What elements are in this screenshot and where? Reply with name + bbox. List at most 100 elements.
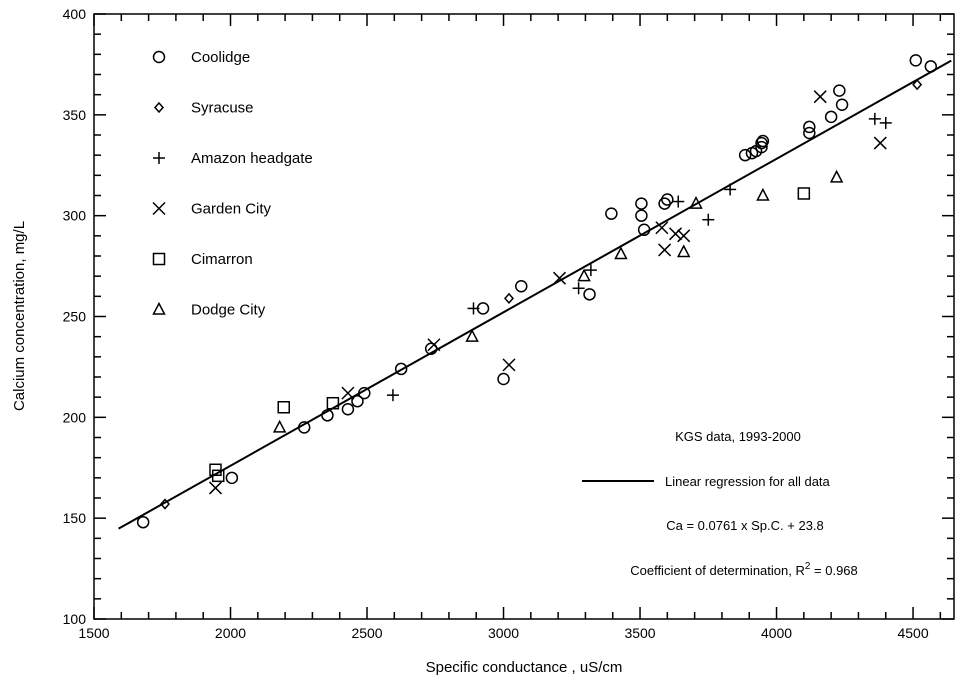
point-dodge-city <box>465 329 479 342</box>
point-dodge-city <box>829 169 844 183</box>
point-garden-city <box>341 386 355 400</box>
point-amazon-headgate <box>724 183 737 196</box>
point-coolidge <box>824 110 838 124</box>
source-note: KGS data, 1993-2000 <box>675 429 801 444</box>
point-garden-city <box>677 229 691 243</box>
legend-label-cimarron: Cimarron <box>191 251 253 268</box>
point-syracuse <box>912 78 923 91</box>
legend-marker-garden-city <box>152 201 166 216</box>
point-coolidge <box>635 209 648 222</box>
point-dodge-city <box>689 195 703 209</box>
point-dodge-city <box>577 268 591 282</box>
legend-label-coolidge: Coolidge <box>191 49 250 66</box>
point-dodge-city <box>614 246 628 260</box>
legend-marker-syracuse <box>153 101 165 114</box>
point-garden-city <box>552 271 567 285</box>
regression-line <box>118 59 952 530</box>
y-tick-label: 150 <box>63 510 87 526</box>
point-syracuse <box>159 498 170 510</box>
point-coolidge <box>351 394 364 408</box>
point-amazon-headgate <box>879 116 892 129</box>
x-tick-label: 1500 <box>78 625 109 641</box>
point-garden-city <box>813 90 827 104</box>
r2-exponent: 2 <box>805 561 811 572</box>
point-coolidge <box>424 342 438 356</box>
point-coolidge <box>515 280 528 293</box>
point-coolidge <box>755 136 768 150</box>
x-axis-title: Specific conductance , uS/cm <box>426 659 623 676</box>
legend-label-syracuse: Syracuse <box>191 100 254 117</box>
point-dodge-city <box>676 244 691 258</box>
point-cimarron <box>797 187 811 200</box>
point-coolidge <box>803 126 816 140</box>
point-coolidge <box>583 288 596 301</box>
y-axis-title: Calcium concentration, mg/L <box>11 221 28 411</box>
point-coolidge <box>605 207 618 220</box>
point-garden-city <box>658 243 672 257</box>
r-squared-note: Coefficient of determination, R2 = 0.968 <box>630 561 858 578</box>
legend-marker-dodge-city <box>152 301 166 315</box>
legend-label-dodge-city: Dodge City <box>191 302 266 319</box>
r2-prefix: Coefficient of determination, R <box>630 563 805 578</box>
point-amazon-headgate <box>702 213 715 226</box>
point-coolidge <box>835 98 849 111</box>
y-tick-label: 250 <box>63 309 87 325</box>
point-coolidge <box>297 421 311 434</box>
point-syracuse <box>503 292 514 304</box>
data-points <box>136 54 938 529</box>
point-cimarron <box>277 401 290 414</box>
point-amazon-headgate <box>672 195 685 208</box>
point-coolidge <box>755 140 768 154</box>
y-tick-label: 300 <box>63 208 87 224</box>
legend-marker-coolidge <box>152 50 166 64</box>
legend-marker-amazon-headgate <box>153 152 165 164</box>
y-tick-label: 400 <box>63 6 87 22</box>
point-coolidge <box>497 372 510 386</box>
point-dodge-city <box>756 187 770 201</box>
point-amazon-headgate <box>584 264 597 277</box>
x-tick-label: 3000 <box>488 625 519 641</box>
point-dodge-city <box>272 419 287 433</box>
point-garden-city <box>502 358 516 372</box>
point-coolidge <box>394 362 408 376</box>
x-tick-label: 4000 <box>761 625 792 641</box>
point-amazon-headgate <box>868 112 881 125</box>
y-tick-label: 100 <box>63 611 87 627</box>
point-amazon-headgate <box>572 282 585 295</box>
legend-marker-cimarron <box>152 252 166 266</box>
point-coolidge <box>136 515 150 529</box>
point-coolidge <box>924 60 938 73</box>
point-coolidge <box>756 134 770 148</box>
point-garden-city <box>427 338 441 352</box>
legend-label-amazon-headgate: Amazon headgate <box>191 150 313 167</box>
point-garden-city <box>873 136 887 150</box>
x-tick-label: 2500 <box>351 625 382 641</box>
y-tick-label: 350 <box>63 107 87 123</box>
point-amazon-headgate <box>386 389 399 402</box>
point-coolidge <box>909 54 923 67</box>
y-axis: 100 150 200 250 300 350 400 <box>63 6 954 627</box>
point-cimarron <box>211 469 225 483</box>
regression-legend-label: Linear regression for all data <box>665 474 831 489</box>
regression-layer <box>118 59 952 530</box>
y-tick-label: 200 <box>63 409 87 425</box>
point-coolidge <box>738 148 752 162</box>
point-cimarron <box>326 396 340 410</box>
point-garden-city <box>655 221 669 235</box>
point-amazon-headgate <box>467 302 480 315</box>
point-coolidge <box>225 471 239 485</box>
point-coolidge <box>803 120 816 134</box>
x-tick-label: 2000 <box>215 625 246 641</box>
x-tick-label: 4500 <box>897 625 928 641</box>
legend-label-garden-city: Garden City <box>191 201 272 218</box>
x-axis: 1500 2000 2500 3000 3500 4000 4500 <box>78 14 942 641</box>
point-garden-city <box>668 227 683 241</box>
point-coolidge <box>661 193 674 206</box>
point-garden-city <box>208 481 223 495</box>
r2-value: = 0.968 <box>810 563 857 578</box>
point-coolidge <box>321 409 334 422</box>
regression-equation: Ca = 0.0761 x Sp.C. + 23.8 <box>666 518 824 533</box>
point-coolidge <box>635 197 648 210</box>
point-coolidge <box>358 386 371 400</box>
